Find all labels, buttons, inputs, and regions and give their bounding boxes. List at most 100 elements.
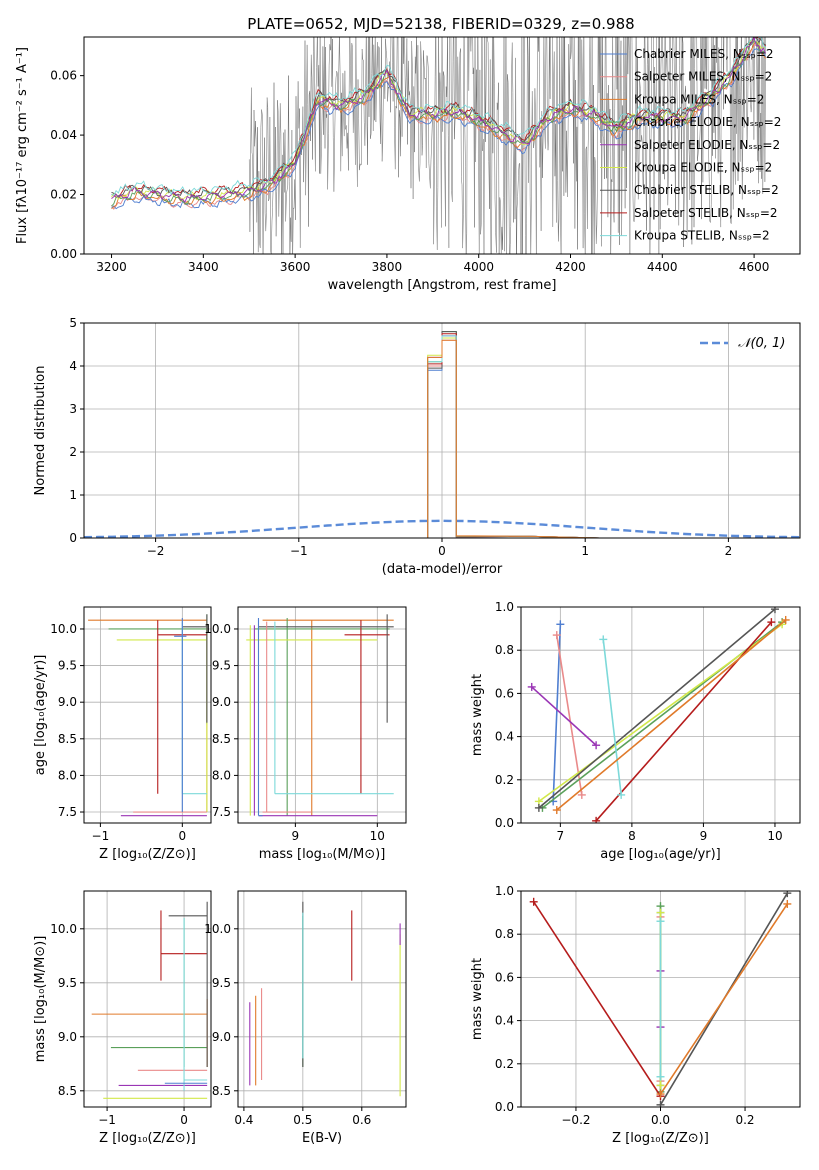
- x-tick-label: 0.5: [293, 1113, 312, 1127]
- legend-label: Kroupa ELODIE, Nₛₛₚ=2: [634, 161, 772, 175]
- y-axis-label: mass weight: [470, 674, 485, 756]
- y-tick-label: 1.0: [495, 600, 514, 614]
- y-tick-label: 0: [69, 531, 77, 545]
- plot-2: −1 0 7.5 8.0 8.5 9.0 9.5 10.0 Z [log₁₀(Z/Z⊙)] age…: [33, 606, 212, 862]
- x-tick-label: −2: [147, 544, 165, 558]
- model-spectrum-4: [111, 37, 767, 203]
- x-axis-label: (data-model)/error: [382, 562, 503, 577]
- observed-spectrum: [248, 37, 766, 254]
- y-tick-label: 0.4: [495, 1014, 514, 1028]
- y-tick-label: 0.8: [495, 927, 514, 941]
- mass-weight-series-5: [538, 608, 776, 809]
- model-spectrum-2: [111, 41, 766, 210]
- y-tick-label: 7.5: [58, 805, 77, 819]
- x-axis-label: E(B-V): [302, 1131, 342, 1146]
- y-tick-label: 0.6: [495, 686, 514, 700]
- x-tick-label: 0: [179, 829, 187, 843]
- x-tick-label: 4200: [555, 260, 586, 274]
- y-tick-label: 7.5: [212, 805, 231, 819]
- plot-3: 9 10 7.5 8.0 8.5 9.0 9.5 10.0 mass [log₁₀(M/M⊙)]: [204, 606, 407, 862]
- x-tick-label: −1: [92, 829, 110, 843]
- plot-1: −2 −1 0 1 2 0 1 2 3 4 5 (data-model)/error Normed di…: [33, 316, 801, 577]
- x-axis-label: mass [log₁₀(M/M⊙)]: [259, 847, 386, 862]
- y-tick-label: 5: [69, 316, 77, 330]
- x-tick-label: −0.2: [561, 1113, 590, 1127]
- x-tick-label: 0: [438, 544, 446, 558]
- x-axis-label: Z [log₁₀(Z/Z⊙)]: [99, 1131, 196, 1146]
- y-axis-label: age [log₁₀(age/yr)]: [33, 655, 48, 776]
- y-axis-label: Normed distribution: [33, 366, 48, 496]
- y-tick-label: 9.0: [212, 1030, 231, 1044]
- y-tick-label: 2: [69, 445, 77, 459]
- mass-weight-series-1: [555, 634, 583, 796]
- plot-7: −0.2 0.0 0.2 0.0 0.2 0.4 0.6 0.8 1.0 Z [log₁₀(Z/Z…: [470, 884, 801, 1146]
- x-tick-label: 10: [370, 829, 385, 843]
- axes-frame: [83, 890, 212, 1108]
- y-tick-label: 4: [69, 359, 77, 373]
- x-tick-label: 1: [581, 544, 589, 558]
- x-tick-label: 2: [725, 544, 733, 558]
- legend-label: Salpeter MILES, Nₛₛₚ=2: [634, 70, 772, 84]
- y-tick-label: 9.5: [58, 976, 77, 990]
- legend-label: Kroupa STELIB, Nₛₛₚ=2: [634, 229, 770, 243]
- x-tick-label: −1: [290, 544, 308, 558]
- histogram-series-8: [84, 339, 800, 538]
- x-axis-label: Z [log₁₀(Z/Z⊙)]: [99, 847, 196, 862]
- mass-weight-series-6: [595, 621, 772, 822]
- legend-label: Salpeter ELODIE, Nₛₛₚ=2: [634, 138, 780, 152]
- y-tick-label: 0.02: [50, 188, 77, 202]
- plot-content: [84, 891, 211, 1107]
- y-tick-label: 0.06: [50, 69, 77, 83]
- legend-label: Kroupa MILES, Nₛₛₚ=2: [634, 92, 764, 106]
- axes-frame: [520, 606, 801, 824]
- y-tick-label: 9.0: [212, 695, 231, 709]
- y-tick-label: 0.8: [495, 643, 514, 657]
- legend: 𝒩(0, 1): [700, 336, 785, 351]
- legend-label: Chabrier ELODIE, Nₛₛₚ=2: [634, 115, 781, 129]
- y-tick-label: 0.04: [50, 128, 77, 142]
- mass-weight-series-7: [602, 639, 622, 796]
- y-tick-label: 9.0: [58, 1030, 77, 1044]
- y-tick-label: 8.5: [212, 732, 231, 746]
- mass-weight-series-8: [556, 619, 787, 811]
- y-tick-label: 8.5: [58, 1084, 77, 1098]
- x-tick-label: 4000: [463, 260, 494, 274]
- y-tick-label: 8.5: [58, 732, 77, 746]
- axes-frame: [83, 36, 801, 255]
- axes-frame: [83, 322, 801, 539]
- y-tick-label: 3: [69, 402, 77, 416]
- legend-label: Salpeter STELIB, Nₛₛₚ=2: [634, 206, 778, 220]
- y-tick-label: 1.0: [495, 884, 514, 898]
- y-tick-label: 10.0: [204, 922, 231, 936]
- model-spectrum-8: [111, 37, 766, 196]
- y-tick-label: 9.5: [212, 976, 231, 990]
- x-tick-label: 0.4: [234, 1113, 253, 1127]
- x-tick-label: 0.0: [651, 1113, 670, 1127]
- y-axis-label: Flux [fλ10⁻¹⁷ erg cm⁻² s⁻¹ A⁻¹]: [15, 47, 30, 244]
- plot-content: [521, 607, 800, 823]
- plot-content: [238, 607, 406, 823]
- y-tick-label: 0.4: [495, 730, 514, 744]
- y-tick-label: 10.0: [50, 922, 77, 936]
- plot-6: 0.4 0.5 0.6 8.5 9.0 9.5 10.0 E(B-V): [204, 890, 407, 1146]
- y-tick-label: 0.00: [50, 247, 77, 261]
- model-spectrum-0: [111, 48, 766, 210]
- x-tick-label: 10: [767, 829, 782, 843]
- legend-label: Chabrier MILES, Nₛₛₚ=2: [634, 47, 774, 61]
- plot-content: [111, 37, 767, 254]
- mass-weight-series-3: [531, 686, 597, 746]
- y-tick-label: 8.0: [58, 768, 77, 782]
- x-axis-label: Z [log₁₀(Z/Z⊙)]: [612, 1131, 709, 1146]
- y-tick-label: 9.0: [58, 695, 77, 709]
- x-tick-label: 7: [557, 829, 565, 843]
- y-tick-label: 9.5: [212, 659, 231, 673]
- y-tick-label: 0.2: [495, 1057, 514, 1071]
- x-tick-label: 8: [628, 829, 636, 843]
- mass-weight-series-8: [659, 903, 788, 1095]
- axes-frame: [520, 890, 801, 1108]
- x-axis-label: age [log₁₀(age/yr)]: [600, 847, 721, 862]
- y-tick-label: 1: [69, 488, 77, 502]
- y-axis-label: mass weight: [470, 958, 485, 1040]
- x-tick-label: 4400: [647, 260, 678, 274]
